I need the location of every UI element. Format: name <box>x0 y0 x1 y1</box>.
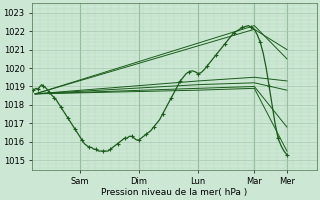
X-axis label: Pression niveau de la mer( hPa ): Pression niveau de la mer( hPa ) <box>101 188 247 197</box>
